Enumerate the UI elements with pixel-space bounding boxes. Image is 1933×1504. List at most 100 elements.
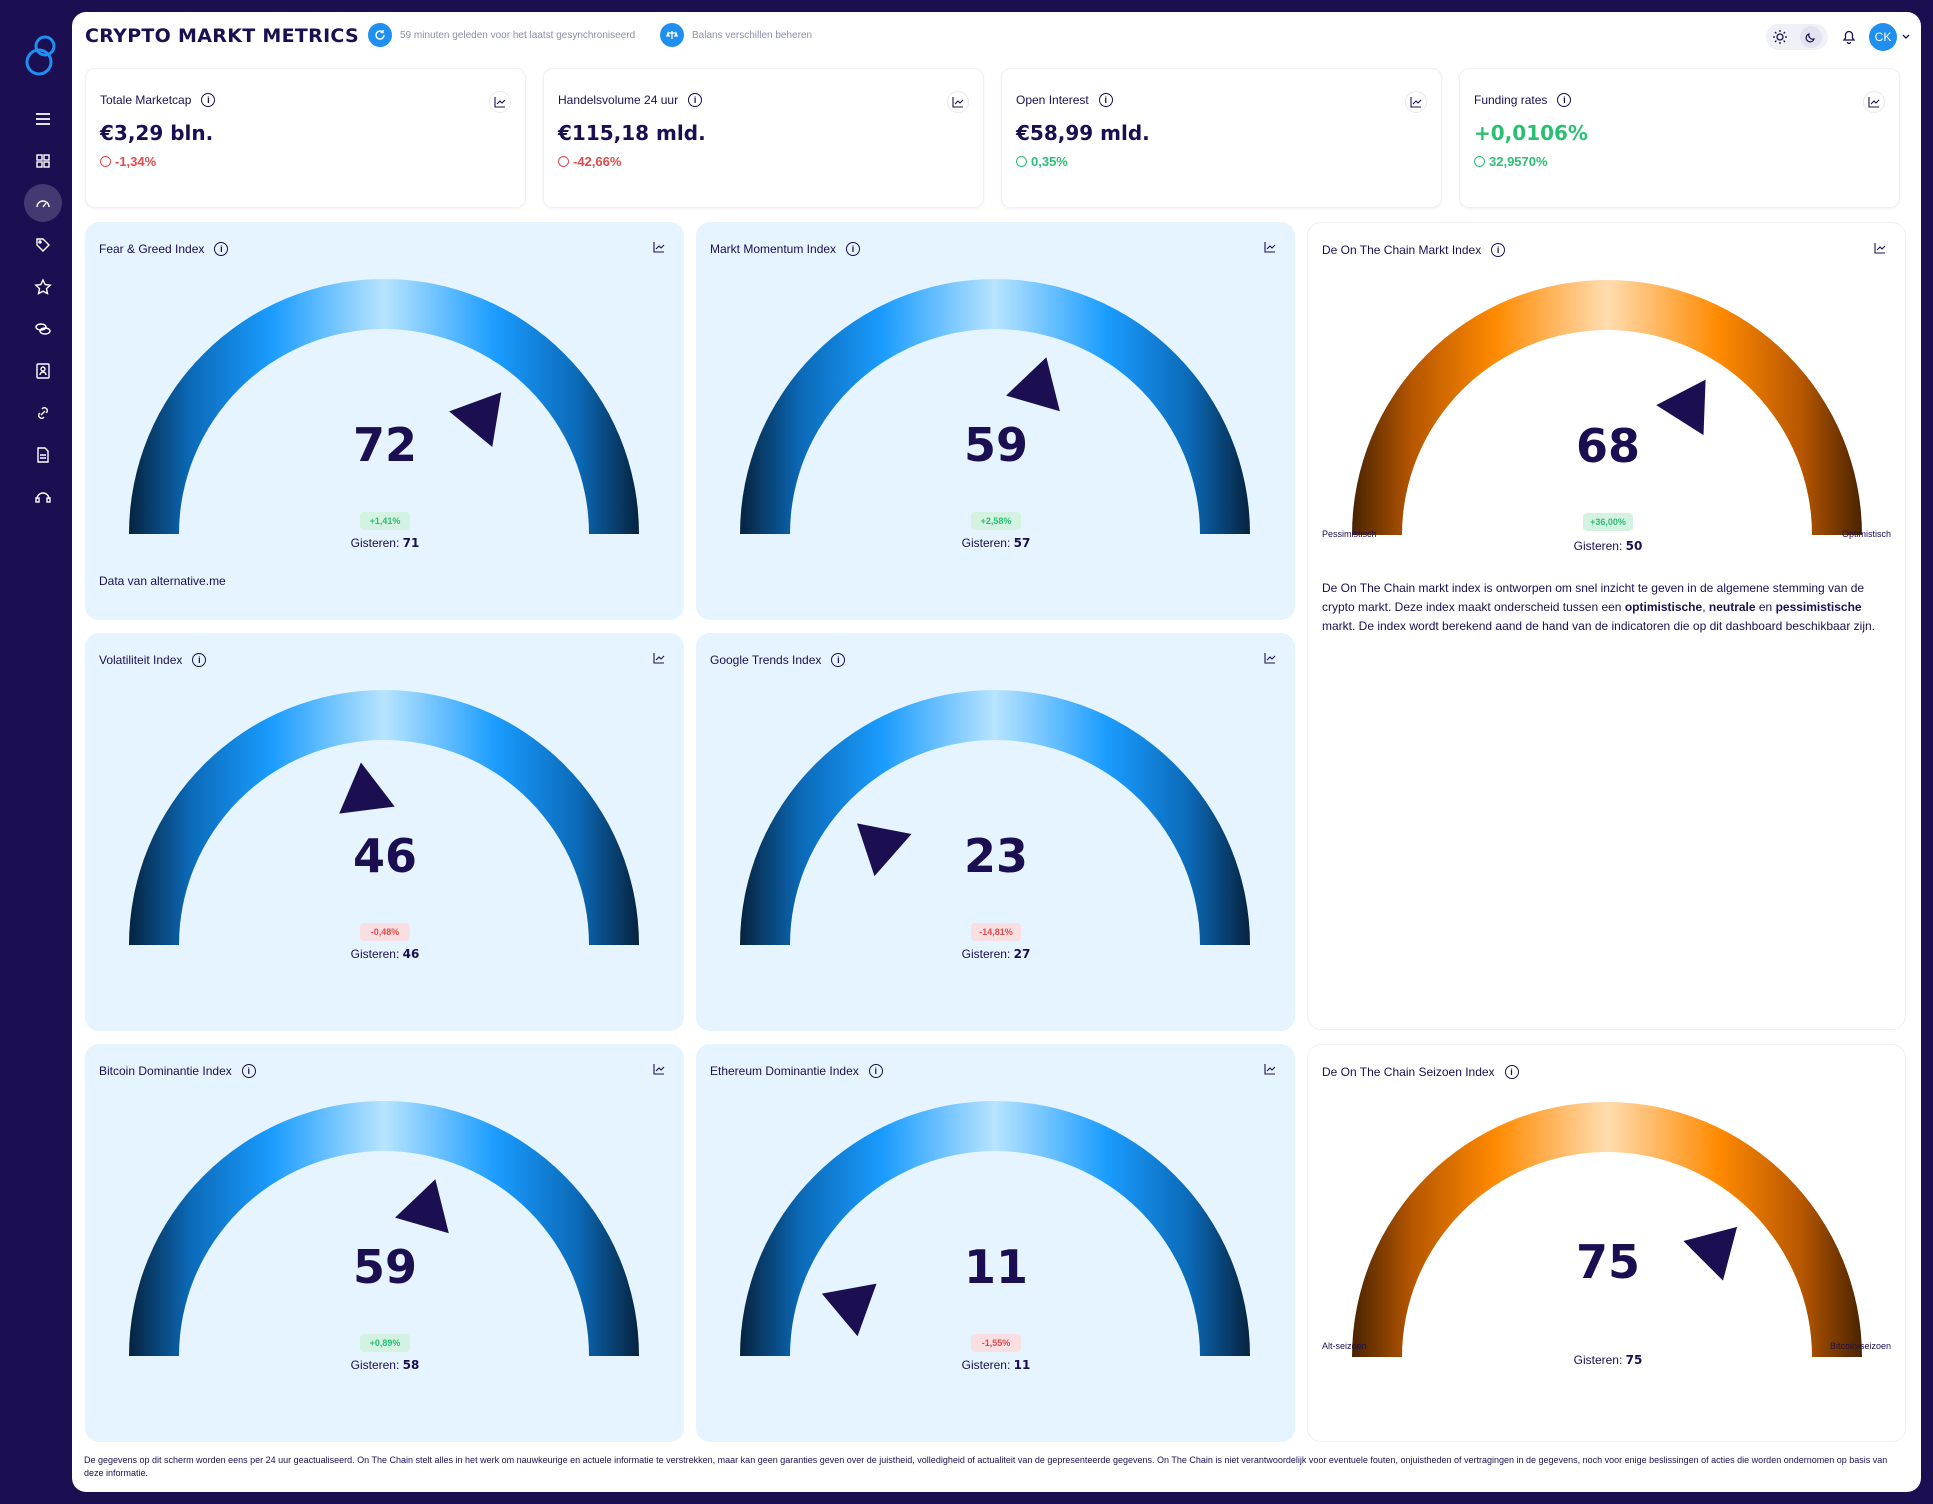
gauge-value: 23 xyxy=(963,829,1028,883)
arrow-up-circle-icon xyxy=(1016,156,1027,167)
chart-icon[interactable] xyxy=(1863,91,1885,113)
theme-toggle[interactable] xyxy=(1766,24,1828,50)
balance-button[interactable]: Balans verschillen beheren xyxy=(660,23,812,47)
gauge-right-label: Bitcoin-seizoen xyxy=(1829,1341,1891,1351)
gauge-value: 59 xyxy=(352,1240,417,1294)
gauge-title: Fear & Greed Index i xyxy=(99,242,229,256)
info-icon[interactable]: i xyxy=(868,1064,883,1078)
gauge-yesterday: Gisteren: 57 xyxy=(961,536,1031,550)
gauge-band xyxy=(740,279,1250,534)
chevron-down-icon[interactable] xyxy=(1900,30,1912,42)
info-icon[interactable]: i xyxy=(201,93,216,107)
tag-icon[interactable] xyxy=(24,226,62,264)
stat-label: Handelsvolume 24 uur i xyxy=(558,93,703,107)
gauge-card-fear-greed: Fear & Greed Index i 72 +1,41% Gisteren: … xyxy=(85,222,684,620)
gauge-arc xyxy=(129,279,639,534)
gauge-value: 72 xyxy=(352,418,417,472)
gauge-pointer xyxy=(1683,1226,1738,1281)
info-icon[interactable]: i xyxy=(1504,1065,1519,1079)
star-icon[interactable] xyxy=(24,268,62,306)
support-icon[interactable] xyxy=(24,478,62,516)
contacts-icon[interactable] xyxy=(24,352,62,390)
info-icon[interactable]: i xyxy=(846,242,861,256)
chart-icon[interactable] xyxy=(947,91,969,113)
info-icon[interactable]: i xyxy=(1557,93,1572,107)
gauge-card-volatility: Volatiliteit Index i 46 -0,48% Gisteren: … xyxy=(85,633,684,1031)
gauge-change-badge: -14,81% xyxy=(971,923,1021,941)
stat-change: -42,66% xyxy=(558,154,621,169)
refresh-icon[interactable] xyxy=(368,23,392,47)
page-title: CRYPTO MARKT METRICS xyxy=(85,25,360,47)
avatar[interactable]: CK xyxy=(1869,23,1897,51)
gauge-title: De On The Chain Seizoen Index i xyxy=(1322,1065,1519,1079)
gauge-yesterday: Gisteren: 58 xyxy=(350,1358,420,1372)
gauge-title: De On The Chain Markt Index i xyxy=(1322,243,1506,257)
info-icon[interactable]: i xyxy=(214,242,229,256)
info-icon[interactable]: i xyxy=(1491,243,1506,257)
stat-value: €115,18 mld. xyxy=(558,121,706,145)
chart-icon[interactable] xyxy=(1259,236,1281,258)
chart-icon[interactable] xyxy=(1869,237,1891,259)
gauge-band xyxy=(129,1101,639,1356)
stat-card-marketcap: Totale Marketcap i €3,29 bln. -1,34% xyxy=(85,68,526,208)
gauge-arc xyxy=(129,690,639,945)
sync-status[interactable]: 59 minuten geleden voor het laatst gesyn… xyxy=(368,23,635,47)
gauge-card-google-trends: Google Trends Index i 23 -14,81% Gisteren… xyxy=(696,633,1295,1031)
sun-icon[interactable] xyxy=(1772,29,1788,45)
info-icon[interactable]: i xyxy=(241,1064,256,1078)
gauge-pointer xyxy=(339,762,395,814)
stat-change: 32,9570% xyxy=(1474,154,1548,169)
moon-icon[interactable] xyxy=(1800,26,1822,48)
gauge-pointer xyxy=(821,1283,877,1337)
dashboard-grid-icon[interactable] xyxy=(24,142,62,180)
gauge-title: Markt Momentum Index i xyxy=(710,242,861,256)
gauge-yesterday: Gisteren: 27 xyxy=(961,947,1031,961)
stat-change: -1,34% xyxy=(100,154,156,169)
logo-icon[interactable] xyxy=(23,30,63,80)
gauge-pointer xyxy=(449,392,502,448)
balance-icon xyxy=(660,23,684,47)
info-icon[interactable]: i xyxy=(688,93,703,107)
gauge-card-season: De On The Chain Seizoen Index i 75 Alt-se… xyxy=(1307,1044,1906,1442)
data-source: Data van alternative.me xyxy=(99,574,226,588)
info-icon[interactable]: i xyxy=(831,653,846,667)
stat-value: €3,29 bln. xyxy=(100,121,214,145)
gauge-card-btc-dominance: Bitcoin Dominantie Index i 59 +0,89% Gist… xyxy=(85,1044,684,1442)
menu-icon[interactable] xyxy=(24,100,62,138)
balance-text: Balans verschillen beheren xyxy=(692,29,813,41)
arrow-down-circle-icon xyxy=(558,156,569,167)
arrow-up-circle-icon xyxy=(1474,156,1485,167)
gauge-band xyxy=(1352,1102,1862,1357)
stat-change: 0,35% xyxy=(1016,154,1068,169)
speedometer-icon[interactable] xyxy=(24,184,62,222)
gauge-change-badge: +0,89% xyxy=(360,1334,410,1352)
gauge-title: Bitcoin Dominantie Index i xyxy=(99,1064,256,1078)
sidebar xyxy=(14,12,72,1492)
gauge-value: 46 xyxy=(352,829,417,883)
chart-icon[interactable] xyxy=(648,236,670,258)
gauge-value: 75 xyxy=(1575,1235,1640,1289)
chart-icon[interactable] xyxy=(1259,1058,1281,1080)
gauge-band xyxy=(1352,280,1862,535)
gauge-left-label: Alt-seizoen xyxy=(1322,1341,1367,1351)
stat-label: Totale Marketcap i xyxy=(100,93,216,107)
stat-card-open-interest: Open Interest i €58,99 mld. 0,35% xyxy=(1001,68,1442,208)
stat-label: Open Interest i xyxy=(1016,93,1113,107)
bell-icon[interactable] xyxy=(1840,27,1858,45)
chart-icon[interactable] xyxy=(489,91,511,113)
gauge-pointer xyxy=(856,823,912,877)
chart-icon[interactable] xyxy=(648,647,670,669)
chart-icon[interactable] xyxy=(1259,647,1281,669)
gauge-yesterday: Gisteren: 71 xyxy=(350,536,420,550)
gauge-card-momentum: Markt Momentum Index i 59 +2,58% Gisteren… xyxy=(696,222,1295,620)
gauge-value: 11 xyxy=(963,1240,1028,1294)
coins-icon[interactable] xyxy=(24,310,62,348)
chart-icon[interactable] xyxy=(1405,91,1427,113)
link-icon[interactable] xyxy=(24,394,62,432)
chart-icon[interactable] xyxy=(648,1058,670,1080)
info-icon[interactable]: i xyxy=(1098,93,1113,107)
top-bar: CRYPTO MARKT METRICS 59 minuten geleden … xyxy=(72,12,1921,62)
document-icon[interactable] xyxy=(24,436,62,474)
info-icon[interactable]: i xyxy=(192,653,207,667)
gauge-card-eth-dominance: Ethereum Dominantie Index i 11 -1,55% Gis… xyxy=(696,1044,1295,1442)
